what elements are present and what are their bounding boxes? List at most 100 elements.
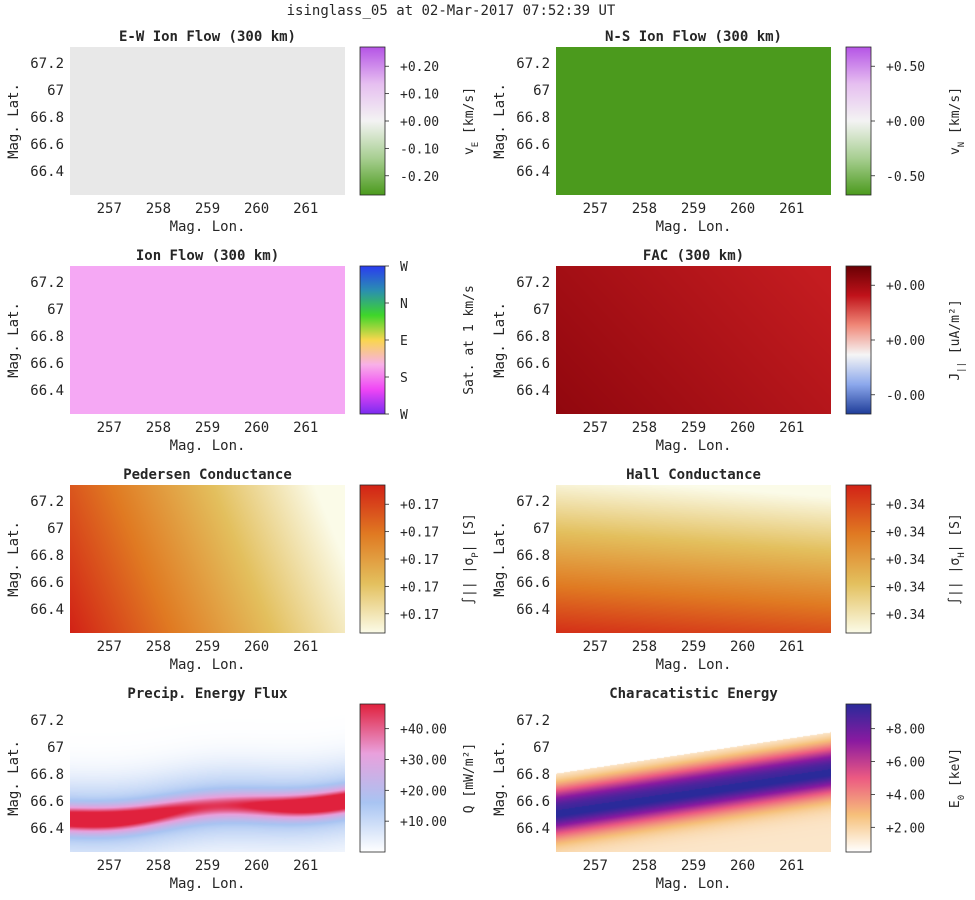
colorbar-tick-label: +0.34 xyxy=(886,580,925,595)
y-tick-label: 67 xyxy=(47,83,64,99)
chart-title: N-S Ion Flow (300 km) xyxy=(605,29,782,45)
x-tick-label: 259 xyxy=(681,420,706,436)
y-axis-label: Mag. Lat. xyxy=(492,302,508,378)
colorbar xyxy=(359,265,386,415)
heatmap-canvas xyxy=(70,704,345,852)
x-tick-label: 257 xyxy=(97,201,122,217)
colorbar-tick-label: W xyxy=(400,260,408,275)
x-tick-label: 261 xyxy=(779,639,804,655)
colorbar-tick-label: +0.50 xyxy=(886,60,925,75)
colorbar-tick-label: +20.00 xyxy=(400,784,447,799)
y-tick-label: 67 xyxy=(47,740,64,756)
y-tick-label: 66.8 xyxy=(30,110,64,126)
y-tick-label: 67 xyxy=(47,521,64,537)
heatmap-image xyxy=(556,47,831,195)
colorbar-tick-label: +6.00 xyxy=(886,756,925,771)
x-tick-label: 257 xyxy=(97,858,122,874)
colorbar-tick-label: -0.00 xyxy=(886,389,925,404)
x-tick-label: 261 xyxy=(293,420,318,436)
y-tick-label: 66.4 xyxy=(516,164,550,180)
chart-panel-1: E-W Ion Flow (300 km) 257 258 259 260 261 Mag.… xyxy=(6,29,481,235)
x-tick-label: 257 xyxy=(97,639,122,655)
colorbar-label: J|| [uA/m²] xyxy=(948,299,967,380)
colorbar-label: Sat. at 1 km/s xyxy=(462,285,477,395)
y-tick-label: 67.2 xyxy=(30,56,64,72)
x-axis-label: Mag. Lon. xyxy=(656,438,732,454)
y-axis-label: Mag. Lat. xyxy=(492,521,508,597)
y-tick-label: 66.4 xyxy=(30,602,64,618)
y-tick-label: 67.2 xyxy=(30,713,64,729)
x-axis-label: Mag. Lon. xyxy=(170,219,246,235)
y-tick-label: 66.6 xyxy=(516,356,550,372)
x-tick-label: 259 xyxy=(681,201,706,217)
y-tick-label: 66.6 xyxy=(516,575,550,591)
chart-panel-2: N-S Ion Flow (300 km) 257 258 259 260 261 Mag.… xyxy=(492,29,967,235)
y-tick-label: 67.2 xyxy=(516,275,550,291)
colorbar xyxy=(845,265,872,415)
chart-title: Precip. Energy Flux xyxy=(127,686,288,702)
y-axis-label: Mag. Lat. xyxy=(492,740,508,816)
chart-title: Ion Flow (300 km) xyxy=(136,248,279,264)
y-tick-label: 66.8 xyxy=(30,767,64,783)
y-tick-label: 67.2 xyxy=(30,275,64,291)
colorbar xyxy=(359,46,386,196)
y-axis-label: Mag. Lat. xyxy=(6,521,22,597)
colorbar-tick-label: +40.00 xyxy=(400,723,447,738)
heatmap-image xyxy=(70,704,345,852)
colorbar-tick-label: +0.00 xyxy=(400,115,439,130)
colorbar-tick-label: E xyxy=(400,334,408,349)
y-tick-label: 66.8 xyxy=(30,329,64,345)
chart-title: Hall Conductance xyxy=(626,467,761,483)
colorbar-tick-label: W xyxy=(400,408,408,423)
heatmap-image xyxy=(556,266,831,414)
colorbar-tick-label: +0.34 xyxy=(886,498,925,513)
y-tick-label: 66.4 xyxy=(30,821,64,837)
x-tick-label: 258 xyxy=(632,639,657,655)
x-tick-label: 261 xyxy=(293,201,318,217)
colorbar xyxy=(845,703,872,853)
y-tick-label: 66.4 xyxy=(516,821,550,837)
colorbar-tick-label: +0.00 xyxy=(886,115,925,130)
colorbar-tick-label: +2.00 xyxy=(886,821,925,836)
x-tick-label: 259 xyxy=(195,639,220,655)
x-tick-label: 260 xyxy=(244,201,269,217)
colorbar-label: vN [km/s] xyxy=(948,87,967,155)
colorbar-tick-label: +30.00 xyxy=(400,754,447,769)
chart-panel-4: FAC (300 km) 257 258 259 260 261 Mag. Lon. 67.2… xyxy=(492,248,967,454)
colorbar-tick-label: -0.50 xyxy=(886,170,925,185)
x-tick-label: 259 xyxy=(195,420,220,436)
y-tick-label: 66.8 xyxy=(516,767,550,783)
y-axis-label: Mag. Lat. xyxy=(6,83,22,159)
x-axis-label: Mag. Lon. xyxy=(656,657,732,673)
y-tick-label: 66.4 xyxy=(30,164,64,180)
colorbar xyxy=(359,703,386,853)
colorbar-tick-label: +4.00 xyxy=(886,788,925,803)
x-tick-label: 260 xyxy=(244,639,269,655)
heatmap-image xyxy=(70,266,345,414)
y-tick-label: 66.6 xyxy=(516,137,550,153)
x-axis-label: Mag. Lon. xyxy=(170,657,246,673)
colorbar-tick-label: +0.17 xyxy=(400,608,439,623)
y-tick-label: 67.2 xyxy=(516,56,550,72)
figure-title: isinglass_05 at 02-Mar-2017 07:52:39 UT xyxy=(287,3,616,19)
x-tick-label: 258 xyxy=(146,201,171,217)
heatmap-canvas xyxy=(70,485,345,633)
colorbar-tick-label: -0.10 xyxy=(400,142,439,157)
x-tick-label: 260 xyxy=(244,420,269,436)
chart-panel-8: Characatistic Energy 257 258 259 260 261 Mag. … xyxy=(492,686,967,892)
colorbar-label: ∫|| |σH| [S] xyxy=(947,513,967,605)
x-tick-label: 261 xyxy=(293,858,318,874)
x-tick-label: 258 xyxy=(632,201,657,217)
x-tick-label: 259 xyxy=(195,201,220,217)
y-tick-label: 66.4 xyxy=(516,602,550,618)
x-tick-label: 260 xyxy=(730,858,755,874)
colorbar-label: vE [km/s] xyxy=(462,87,481,155)
chart-panel-6: Hall Conductance 257 258 259 260 261 Mag. Lon.… xyxy=(492,467,967,673)
x-axis-label: Mag. Lon. xyxy=(170,876,246,892)
y-tick-label: 67.2 xyxy=(516,713,550,729)
y-tick-label: 66.6 xyxy=(30,137,64,153)
x-tick-label: 257 xyxy=(583,858,608,874)
x-tick-label: 259 xyxy=(681,639,706,655)
colorbar-tick-label: +0.17 xyxy=(400,498,439,513)
